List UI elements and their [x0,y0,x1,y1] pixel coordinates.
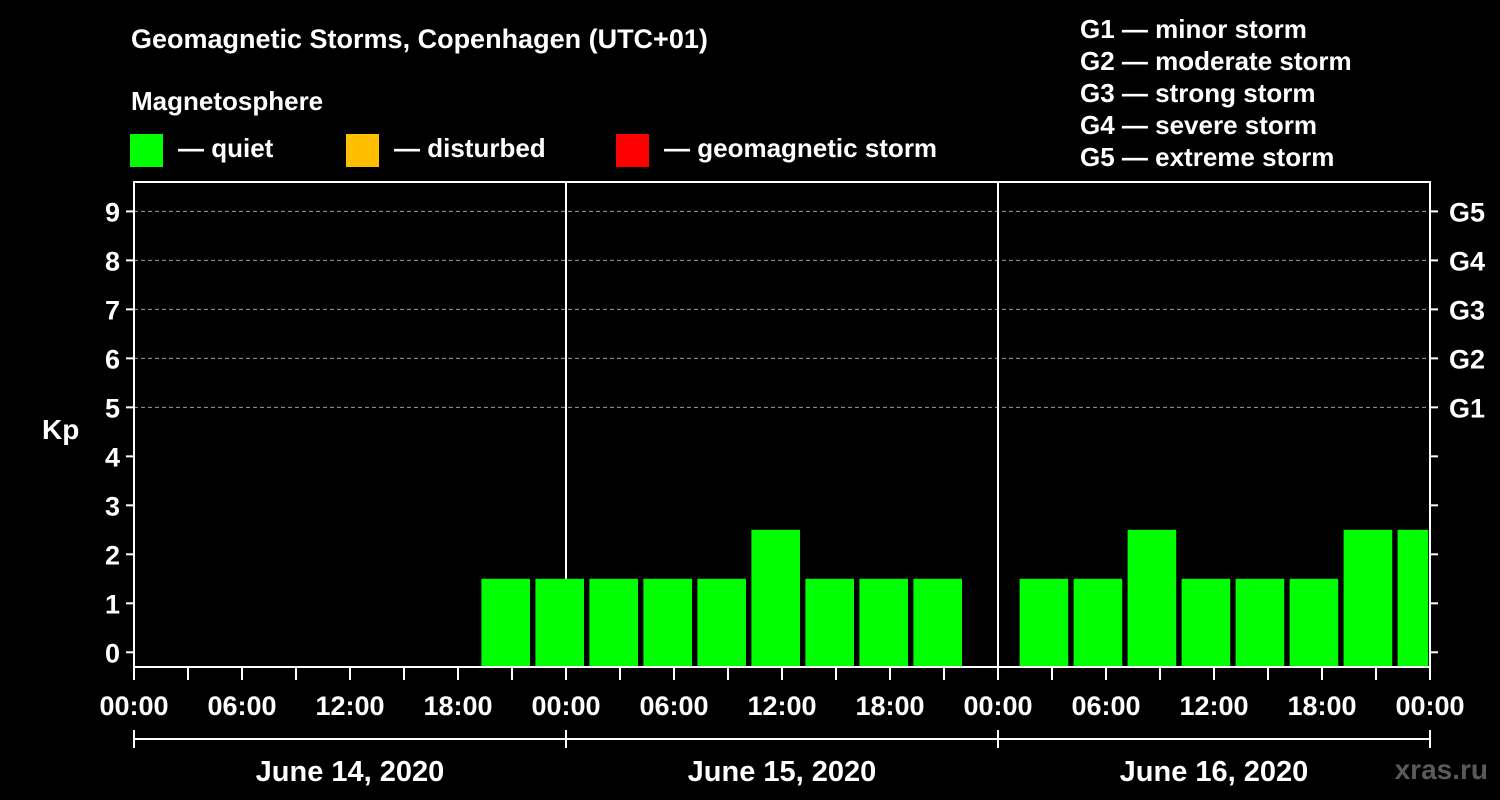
right-axis-label: G4 [1449,246,1485,276]
x-tick-label: 18:00 [855,691,924,721]
storm-scale-g3: G3 — strong storm [1080,78,1316,108]
watermark: xras.ru [1394,754,1488,785]
kp-bar [643,578,692,667]
y-tick-label: 4 [105,442,120,472]
kp-bar [697,578,746,667]
y-tick-label: 7 [105,295,120,325]
kp-bar [1127,529,1177,667]
x-tick-label: 00:00 [963,691,1032,721]
right-axis-label: G5 [1449,197,1485,227]
kp-bar [751,529,800,667]
kp-bar [913,578,962,667]
day-label: June 14, 2020 [256,756,445,788]
storm-scale-g5: G5 — extreme storm [1080,142,1335,172]
right-axis-label: G1 [1449,393,1485,423]
x-tick-label: 18:00 [1287,691,1356,721]
x-tick-label: 06:00 [1071,691,1140,721]
legend-label-storm: — geomagnetic storm [664,133,938,163]
legend-label-quiet: — quiet [178,133,274,163]
y-tick-label: 0 [105,638,120,668]
chart-title: Geomagnetic Storms, Copenhagen (UTC+01) [131,24,708,54]
y-tick-label: 9 [105,197,120,227]
legend-subtitle: Magnetosphere [131,86,324,116]
x-tick-label: 00:00 [531,691,600,721]
storm-scale-g4: G4 — severe storm [1080,110,1318,140]
x-tick-label: 06:00 [639,691,708,721]
kp-bar [481,578,530,667]
x-tick-label: 12:00 [315,691,384,721]
storm-scale-g1: G1 — minor storm [1080,14,1307,44]
kp-bar [859,578,908,667]
kp-bar [1073,578,1123,667]
kp-bar [1181,578,1231,667]
kp-bar [1019,578,1069,667]
legend-swatch-quiet [130,134,163,167]
legend-swatch-storm [616,134,649,167]
y-tick-label: 2 [105,540,120,570]
x-tick-label: 12:00 [1179,691,1248,721]
kp-bar [1235,578,1285,667]
kp-bar [1343,529,1393,667]
y-tick-label: 8 [105,246,120,276]
kp-bar [535,578,584,667]
kp-bar [805,578,854,667]
right-axis-label: G2 [1449,344,1485,374]
kp-bar [589,578,638,667]
x-tick-label: 06:00 [207,691,276,721]
y-tick-label: 6 [105,344,120,374]
x-tick-label: 18:00 [423,691,492,721]
kp-bar [1289,578,1339,667]
legend-swatch-disturbed [346,134,379,167]
y-axis-label: Kp [42,414,80,445]
right-axis-label: G3 [1449,295,1485,325]
y-tick-label: 3 [105,491,120,521]
y-tick-label: 1 [105,589,120,619]
kp-bar [1397,529,1429,667]
x-tick-label: 12:00 [747,691,816,721]
day-label: June 15, 2020 [688,756,877,788]
storm-scale-g2: G2 — moderate storm [1080,46,1352,76]
x-tick-label: 00:00 [99,691,168,721]
legend-label-disturbed: — disturbed [394,133,546,163]
y-tick-label: 5 [105,393,120,423]
x-tick-label: 00:00 [1395,691,1464,721]
day-label: June 16, 2020 [1120,756,1309,788]
